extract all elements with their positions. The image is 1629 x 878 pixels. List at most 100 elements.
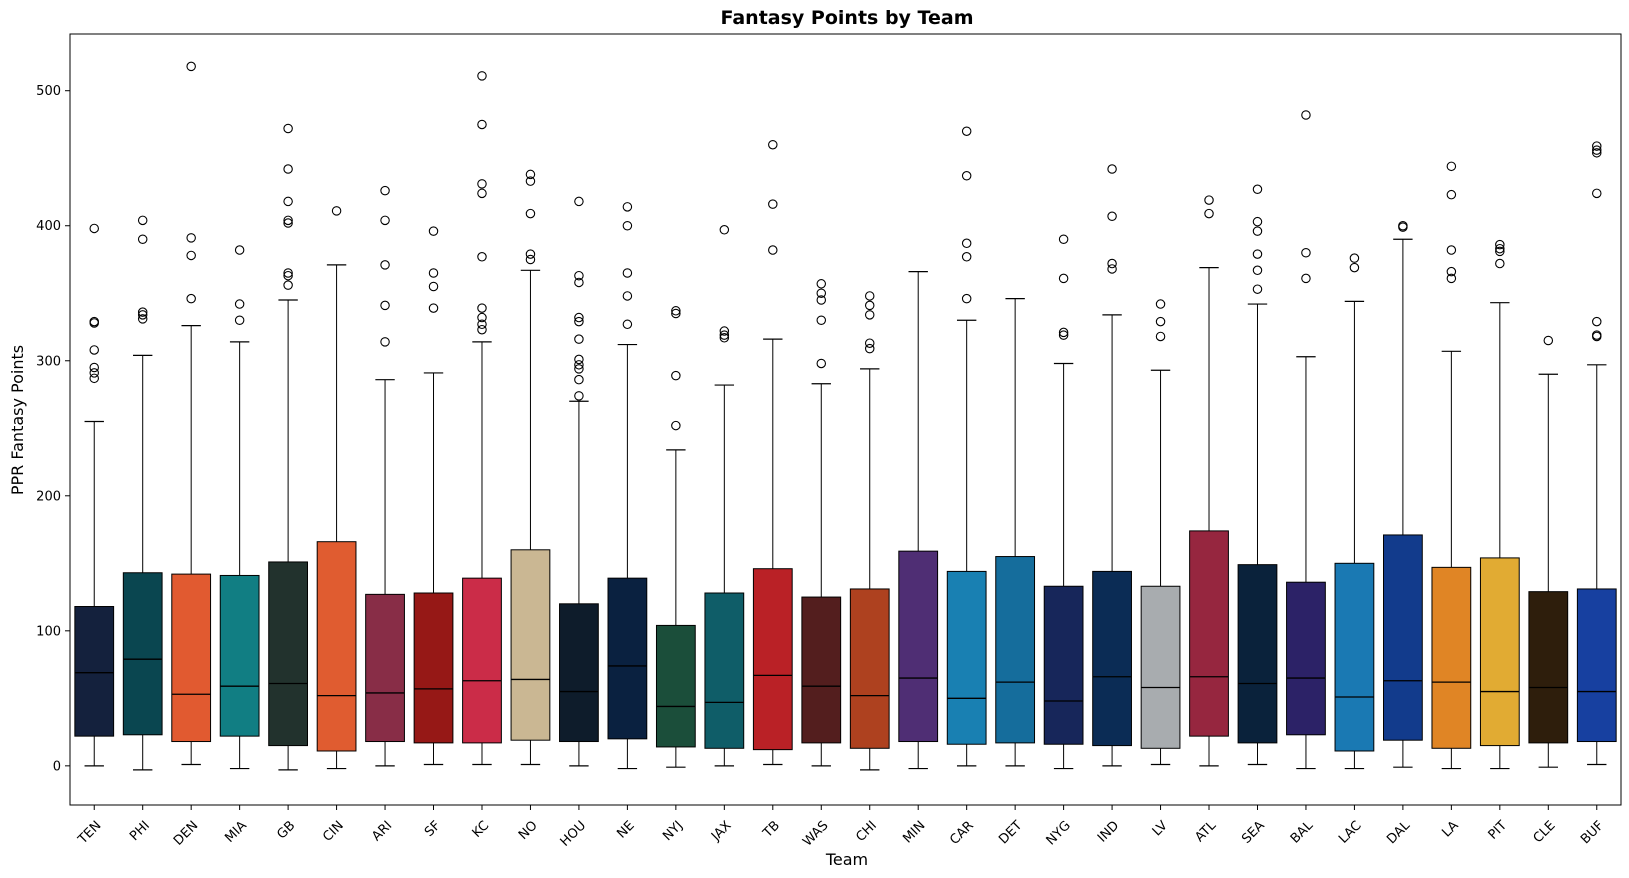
outlier-point: [283, 280, 293, 290]
outlier-point: [864, 310, 875, 320]
outlier-point: [525, 208, 536, 219]
outlier-point: [186, 293, 196, 304]
outlier-point: [477, 303, 487, 313]
y-tick-label: 200: [36, 489, 61, 504]
box-la: [1431, 161, 1472, 770]
outlier-point: [1301, 110, 1311, 120]
outlier-point: [283, 196, 293, 207]
outlier-point: [1107, 264, 1117, 274]
iqr-box: [413, 592, 454, 744]
iqr-box: [704, 592, 745, 749]
outlier-point: [1592, 148, 1602, 158]
iqr-box: [1576, 588, 1617, 743]
box-dal: [1383, 220, 1423, 768]
box-pit: [1479, 239, 1520, 770]
outlier-point: [574, 316, 584, 327]
outlier-point: [428, 303, 439, 313]
outlier-point: [525, 249, 536, 259]
iqr-box: [171, 573, 212, 743]
iqr-box: [365, 593, 405, 743]
outlier-point: [186, 233, 196, 243]
outlier-point: [574, 391, 584, 401]
box-nyj: [655, 306, 696, 768]
outlier-point: [671, 306, 681, 316]
box-sf: [413, 226, 454, 766]
outlier-point: [525, 169, 536, 180]
outlier-point: [1446, 273, 1457, 284]
outlier-point: [574, 312, 584, 323]
outlier-point: [380, 300, 390, 311]
box-det: [995, 298, 1036, 767]
outlier-point: [1301, 247, 1311, 258]
outlier-point: [719, 333, 730, 343]
outlier-point: [283, 268, 293, 278]
iqr-box: [1528, 591, 1569, 744]
outlier-point: [622, 220, 633, 231]
outlier-point: [1495, 243, 1505, 254]
outlier-point: [1592, 188, 1602, 199]
outlier-point: [283, 164, 293, 174]
x-axis-label: Team: [825, 850, 868, 869]
outlier-point: [816, 295, 827, 305]
box-ari: [365, 185, 405, 767]
outlier-point: [1058, 234, 1069, 244]
outlier-point: [816, 288, 827, 299]
outlier-point: [719, 330, 730, 340]
iqr-box: [316, 541, 357, 752]
outlier-point: [961, 293, 972, 304]
box-jax: [704, 225, 745, 767]
box-nyg: [1043, 234, 1084, 770]
box-ind: [1092, 164, 1132, 767]
outlier-point: [89, 362, 99, 373]
outlier-point: [234, 315, 245, 326]
iqr-box: [946, 570, 987, 745]
iqr-box: [1286, 581, 1326, 736]
outlier-point: [1252, 216, 1263, 227]
outlier-point: [1349, 253, 1360, 263]
outlier-point: [1058, 327, 1069, 338]
box-lv: [1140, 299, 1181, 766]
outlier-point: [671, 420, 681, 431]
outlier-point: [380, 260, 390, 270]
outlier-point: [574, 354, 584, 365]
outlier-point: [1107, 164, 1117, 174]
outlier-point: [768, 199, 778, 209]
iqr-box: [752, 568, 793, 751]
outlier-point: [1446, 189, 1457, 200]
outlier-point: [1301, 273, 1311, 284]
outlier-point: [816, 279, 827, 289]
outlier-point: [428, 268, 439, 278]
outlier-point: [1155, 316, 1166, 327]
box-buf: [1576, 141, 1617, 766]
iqr-box: [1334, 562, 1375, 752]
iqr-box: [74, 606, 115, 737]
outlier-point: [961, 126, 972, 136]
outlier-point: [1446, 266, 1457, 277]
iqr-box: [510, 549, 551, 741]
box-tb: [752, 139, 793, 766]
outlier-point: [1495, 239, 1505, 250]
outlier-point: [380, 185, 390, 196]
outlier-point: [1058, 330, 1069, 340]
outlier-point: [816, 315, 827, 326]
outlier-point: [1155, 299, 1166, 309]
box-atl: [1189, 195, 1229, 767]
outlier-point: [1252, 226, 1263, 236]
outlier-point: [1204, 208, 1214, 219]
outlier-point: [428, 226, 439, 236]
box-den: [171, 61, 212, 766]
outlier-point: [1107, 211, 1117, 222]
outlier-point: [574, 364, 584, 374]
box-no: [510, 169, 551, 766]
outlier-point: [864, 291, 875, 301]
iqr-box: [268, 561, 308, 747]
outlier-point: [622, 291, 633, 301]
iqr-box: [1479, 557, 1520, 747]
outlier-point: [864, 343, 875, 354]
outlier-point: [1543, 335, 1554, 346]
outlier-point: [525, 254, 536, 265]
iqr-box: [849, 588, 890, 749]
iqr-box: [1237, 564, 1278, 744]
